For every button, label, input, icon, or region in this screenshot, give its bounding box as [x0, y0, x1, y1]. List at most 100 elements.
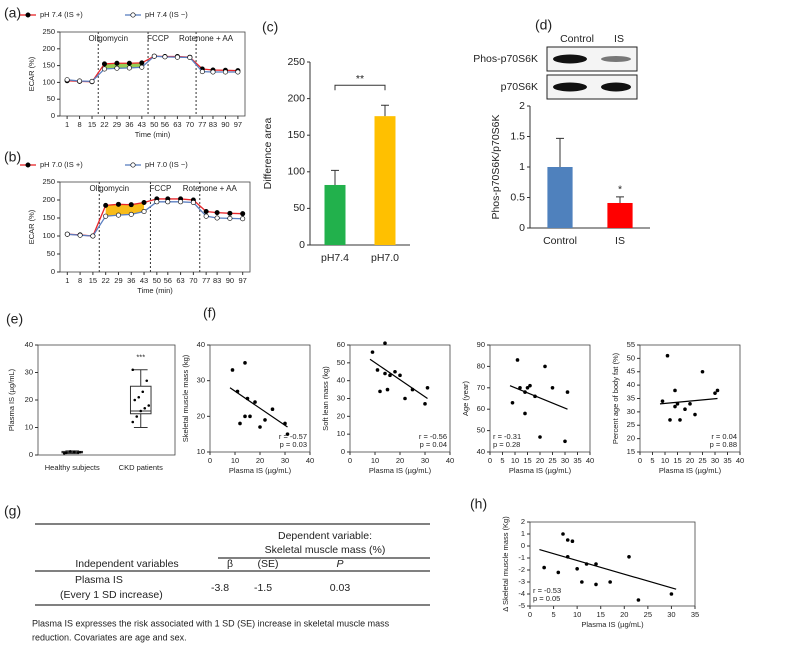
data-point [143, 406, 147, 410]
y-tick-label: 40 [25, 340, 33, 349]
legend-marker [25, 12, 31, 18]
data-point [258, 425, 262, 429]
x-tick-label: 15 [89, 276, 97, 285]
y-axis-label: Soft lean mass (kg) [321, 366, 330, 431]
y-tick-label: 0 [519, 222, 525, 234]
data-point [580, 580, 584, 584]
x-tick-label: 5 [551, 610, 555, 619]
data-point [561, 532, 565, 536]
y-tick-label: 15 [627, 447, 635, 456]
y-tick-label: 40 [337, 376, 345, 385]
data-point [668, 418, 672, 422]
data-point [162, 54, 168, 60]
treatment-label: Oligomycin [88, 34, 128, 43]
data-point [203, 209, 209, 215]
stat-annotation: p = 0.05 [533, 594, 560, 603]
y-tick-label: 20 [197, 411, 205, 420]
x-tick-label: 20 [256, 456, 264, 465]
data-point [673, 404, 677, 409]
x-tick-label: IS [615, 235, 625, 247]
stat-annotation: r = 0.04 [711, 432, 737, 441]
data-point [115, 212, 121, 218]
y-tick-label: 10 [25, 422, 33, 431]
y-axis-label: Δ Skeletal muscle mass (Kg) [501, 516, 510, 612]
panel-label: (a) [4, 5, 21, 21]
y-tick-label: 20 [337, 411, 345, 420]
x-tick-label: 43 [138, 120, 146, 129]
y-tick-label: 40 [197, 340, 205, 349]
data-point [243, 414, 247, 419]
y-tick-label: 150 [42, 213, 55, 222]
x-tick-label: 15 [597, 610, 605, 619]
data-point [669, 592, 674, 596]
data-point [665, 353, 670, 358]
data-point [388, 373, 392, 378]
y-axis-label: ECAR (%) [27, 209, 36, 244]
plot-frame [59, 31, 246, 117]
x-tick-label: 0 [488, 456, 492, 465]
x-tick-label: 15 [673, 456, 681, 465]
regression-line [369, 358, 428, 399]
y-tick-label: 1 [519, 161, 525, 173]
y-tick-label: -3 [518, 577, 525, 586]
y-tick-label: 150 [287, 129, 305, 141]
data-point [594, 582, 598, 587]
x-tick-label: 30 [561, 456, 569, 465]
y-tick-label: 25 [627, 420, 635, 429]
data-point [114, 65, 120, 71]
x-tick-label: 97 [239, 276, 247, 285]
data-point [518, 386, 522, 390]
data-point [89, 78, 95, 84]
y-tick-label: 100 [287, 166, 305, 178]
y-tick-label: 1 [521, 529, 525, 538]
data-point [77, 78, 83, 84]
x-tick-label: 0 [638, 456, 642, 465]
data-point [78, 450, 82, 454]
significance: *** [136, 353, 145, 362]
x-tick-label: 97 [234, 120, 242, 129]
data-point [510, 400, 515, 405]
x-tick-label: 83 [209, 120, 217, 129]
data-point [700, 369, 705, 374]
data-point [227, 210, 233, 216]
legend-label: pH 7.0 (IS −) [145, 160, 188, 169]
y-tick-label: 20 [25, 395, 33, 404]
x-tick-label: 20 [620, 610, 628, 619]
x-tick-label: 5 [500, 456, 504, 465]
x-tick-label: 77 [198, 120, 206, 129]
table-header: (SE) [258, 558, 279, 570]
x-tick-label: 25 [548, 456, 556, 465]
data-point [90, 233, 96, 239]
x-tick-label: 1 [65, 276, 69, 285]
data-point [230, 368, 235, 372]
legend-label: pH 7.4 (IS +) [40, 10, 83, 19]
data-point [673, 388, 677, 393]
data-point [688, 402, 692, 406]
y-tick-label: 50 [293, 202, 305, 214]
y-tick-label: 60 [477, 404, 485, 413]
data-point [608, 580, 612, 584]
table-caption: Skeletal muscle mass (%) [265, 544, 386, 556]
x-tick-label: 1 [65, 120, 69, 129]
y-tick-label: 30 [197, 376, 205, 385]
difference-area [105, 202, 145, 217]
treatment-label: FCCP [147, 34, 169, 43]
x-axis-label: Plasma IS (µg/mL) [509, 466, 572, 475]
x-tick-label: 50 [150, 120, 158, 129]
box [129, 385, 152, 415]
y-tick-label: 55 [627, 340, 635, 349]
y-axis-label: Difference area [262, 118, 274, 190]
data-point [68, 450, 72, 453]
stat-annotation: p = 0.28 [493, 440, 520, 449]
data-point [210, 69, 216, 75]
x-tick-label: 30 [421, 456, 429, 465]
data-point [139, 64, 145, 70]
y-tick-label: 0 [51, 267, 55, 276]
data-point [636, 598, 641, 602]
y-tick-label: 40 [477, 447, 485, 456]
x-tick-label: 10 [511, 456, 519, 465]
x-tick-label: 8 [77, 120, 81, 129]
x-tick-label: pH7.0 [371, 252, 399, 264]
treatment-label: Oligomycin [89, 184, 129, 193]
